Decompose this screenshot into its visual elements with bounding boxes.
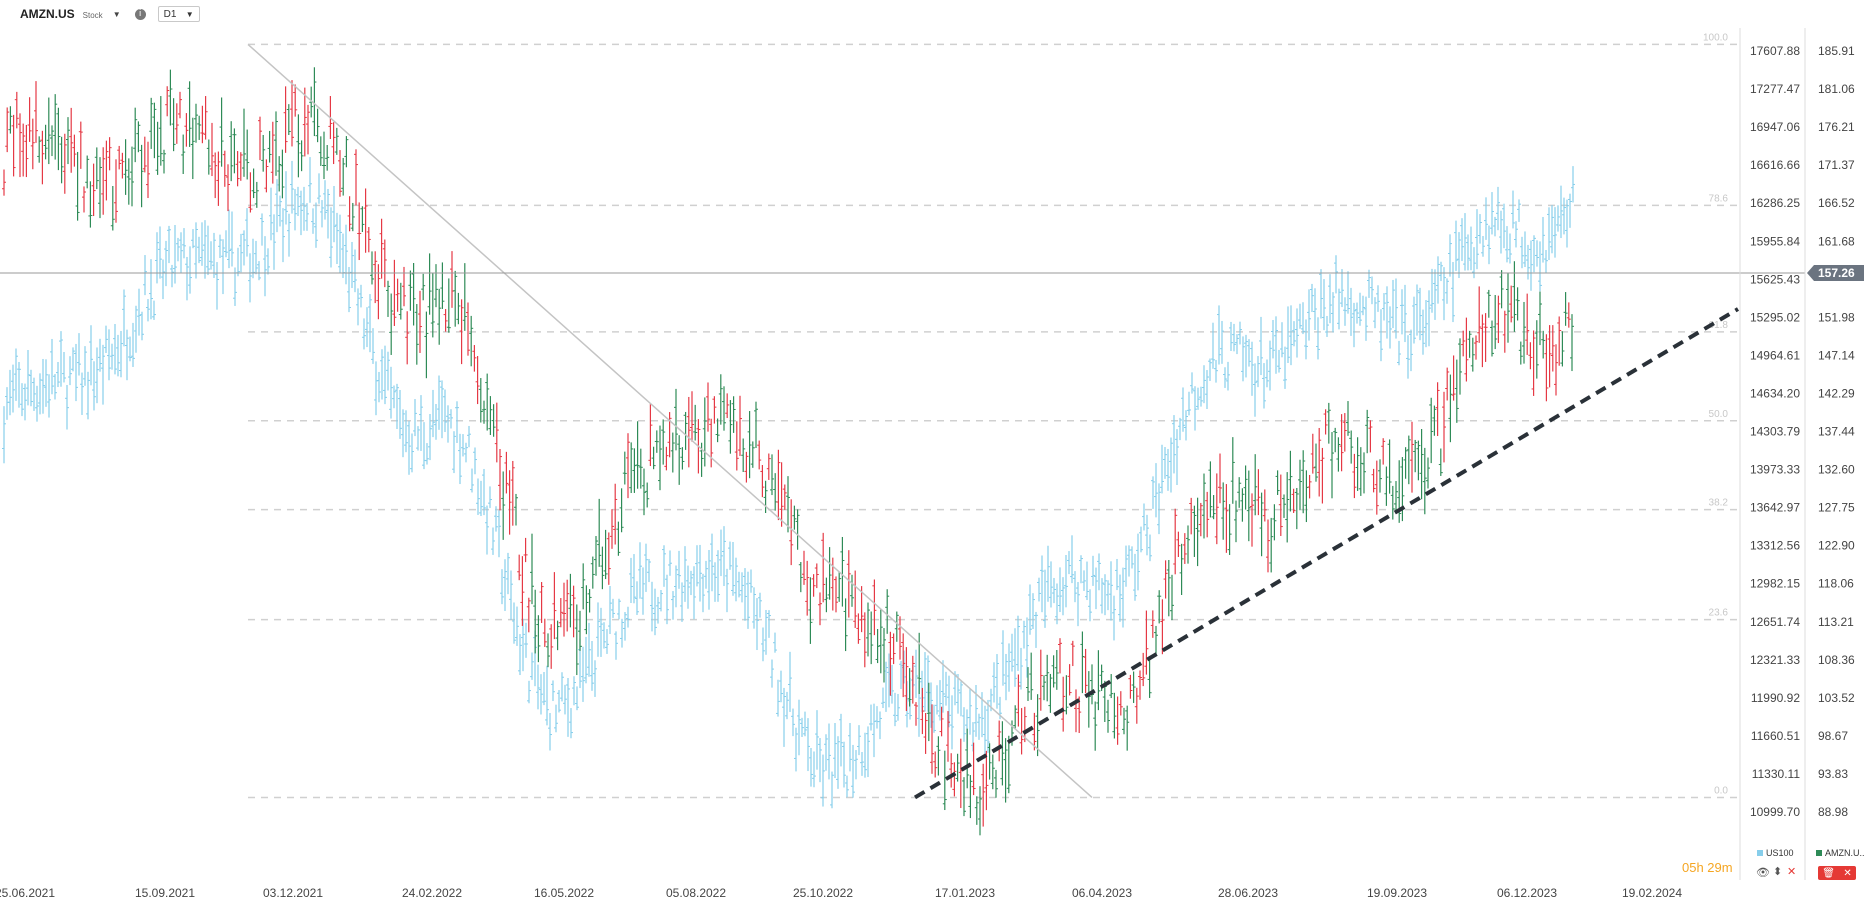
- close-icon[interactable]: ✕: [1787, 866, 1797, 878]
- x-axis-tick: 19.02.2024: [1622, 886, 1682, 900]
- amzn-axis-tick: 142.29: [1818, 386, 1855, 400]
- fib-level-label: 50.0: [1709, 409, 1729, 420]
- us100-axis-tick: 11990.92: [1751, 691, 1800, 705]
- amzn-axis-tick: 181.06: [1818, 82, 1855, 96]
- fib-level-label: 0.0: [1714, 786, 1728, 797]
- us100-axis-tick: 17277.47: [1750, 82, 1800, 96]
- legend-swatch: [1757, 850, 1763, 856]
- trend-line: [913, 307, 1740, 800]
- amzn-axis-tick: 118.06: [1818, 577, 1854, 591]
- timeframe-value: D1: [163, 8, 177, 20]
- annotations: [0, 43, 1805, 800]
- us100-axis-tick: 11330.11: [1752, 767, 1801, 781]
- x-axis-tick: 06.04.2023: [1072, 886, 1132, 900]
- us100-axis-tick: 13642.97: [1750, 501, 1800, 515]
- delete-button[interactable]: 🗑 ✕: [1818, 866, 1856, 880]
- price-badge-label: 157.26: [1818, 266, 1855, 280]
- amzn-axis-tick: 122.90: [1818, 539, 1855, 553]
- amzn-axis-tick: 161.68: [1818, 234, 1855, 248]
- x-axis-tick: 17.01.2023: [935, 886, 995, 900]
- axes: 17607.88 17277.47 16947.06 16616.66 16286.25…: [0, 28, 1864, 900]
- amzn-axis-tick: 108.36: [1818, 653, 1855, 667]
- fib-level-label: 38.2: [1709, 498, 1729, 509]
- legend-item-amzn[interactable]: AMZN.U..: [1816, 848, 1865, 858]
- us100-series: [2, 157, 1575, 809]
- amzn-axis-tick: 176.21: [1818, 120, 1855, 134]
- amzn-axis-tick: 171.37: [1818, 158, 1855, 172]
- us100-axis-tick: 14303.79: [1750, 425, 1800, 439]
- us100-axis-tick: 17607.88: [1750, 44, 1800, 58]
- price-badge: [1807, 264, 1864, 281]
- legend-label: AMZN.U..: [1825, 848, 1865, 858]
- amzn-axis-tick: 147.14: [1818, 348, 1855, 362]
- us100-axis-tick: 11660.51: [1751, 729, 1800, 743]
- chart-toolbar: AMZN.US Stock ▼ i D1 ▼: [0, 0, 1866, 28]
- candle-countdown: 05h 29m: [1682, 860, 1733, 875]
- fib-level-label: 61.8: [1709, 320, 1729, 331]
- fib-level-label: 23.6: [1709, 608, 1729, 619]
- amzn-axis-tick: 103.52: [1818, 691, 1855, 705]
- legend-swatch: [1816, 850, 1822, 856]
- amzn-axis-tick: 98.67: [1818, 729, 1848, 743]
- us100-axis-tick: 15295.02: [1750, 310, 1800, 324]
- symbol-name[interactable]: AMZN.US: [20, 7, 75, 21]
- amzn-axis-tick: 88.98: [1818, 805, 1848, 819]
- amzn-series: [2, 67, 1574, 836]
- us100-axis-tick: 16286.25: [1750, 196, 1800, 210]
- amzn-axis-tick: 185.91: [1818, 44, 1855, 58]
- eye-icon[interactable]: 👁: [1756, 867, 1770, 879]
- x-axis-tick: 15.09.2021: [135, 886, 195, 900]
- x-axis-tick: 28.06.2023: [1218, 886, 1278, 900]
- us100-axis-tick: 16616.66: [1750, 158, 1800, 172]
- fibonacci-levels: 100.0 78.6 61.8 50.0 38.2 23.6 0.0: [248, 32, 1740, 799]
- us100-axis-tick: 13312.56: [1750, 539, 1800, 553]
- amzn-axis-tick: 166.52: [1818, 196, 1855, 210]
- timeframe-select[interactable]: D1 ▼: [157, 6, 200, 22]
- us100-axis-tick: 14634.20: [1750, 386, 1800, 400]
- us100-axis-tick: 15625.43: [1750, 272, 1800, 286]
- x-axis-tick: 05.08.2022: [666, 886, 726, 900]
- sort-icon[interactable]: ⬍: [1773, 866, 1783, 878]
- us100-axis-tick: 15955.84: [1750, 234, 1800, 248]
- legend-item-us100[interactable]: US100: [1757, 848, 1794, 858]
- x-axis-tick: 03.12.2021: [263, 886, 323, 900]
- legend-label: US100: [1766, 848, 1794, 858]
- us100-axis-tick: 12982.15: [1750, 577, 1800, 591]
- x-axis-tick: 25.10.2022: [793, 886, 853, 900]
- x-axis-tick: 25.06.2021: [0, 886, 55, 900]
- amzn-axis-tick: 151.98: [1818, 310, 1855, 324]
- amzn-axis-tick: 93.83: [1818, 767, 1848, 781]
- amzn-axis-tick: 127.75: [1818, 501, 1855, 515]
- x-axis-tick: 24.02.2022: [402, 886, 462, 900]
- close-icon: ✕: [1843, 867, 1852, 879]
- us100-axis-tick: 12651.74: [1750, 615, 1800, 629]
- instrument-type: Stock: [82, 11, 103, 20]
- info-icon[interactable]: i: [134, 8, 146, 20]
- chevron-down-icon: ▼: [185, 9, 194, 19]
- us100-axis-tick: 13973.33: [1750, 463, 1800, 477]
- caret-down-icon[interactable]: ▼: [112, 9, 121, 19]
- fib-level-label: 100.0: [1703, 32, 1728, 43]
- amzn-axis-tick: 132.60: [1818, 463, 1855, 477]
- fib-level-label: 78.6: [1709, 193, 1729, 204]
- us100-axis-tick: 16947.06: [1750, 120, 1800, 134]
- x-axis-tick: 06.12.2023: [1497, 886, 1557, 900]
- x-axis-tick: 19.09.2023: [1367, 886, 1427, 900]
- trash-icon: 🗑: [1822, 867, 1835, 879]
- us100-axis-tick: 12321.33: [1750, 653, 1800, 667]
- us100-axis-tick: 10999.70: [1750, 805, 1800, 819]
- fib-anchor-line: [247, 43, 1093, 798]
- us100-axis-tick: 14964.61: [1750, 348, 1800, 362]
- amzn-axis-tick: 113.21: [1818, 615, 1854, 629]
- amzn-axis-tick: 137.44: [1818, 425, 1855, 439]
- x-axis-tick: 16.05.2022: [534, 886, 594, 900]
